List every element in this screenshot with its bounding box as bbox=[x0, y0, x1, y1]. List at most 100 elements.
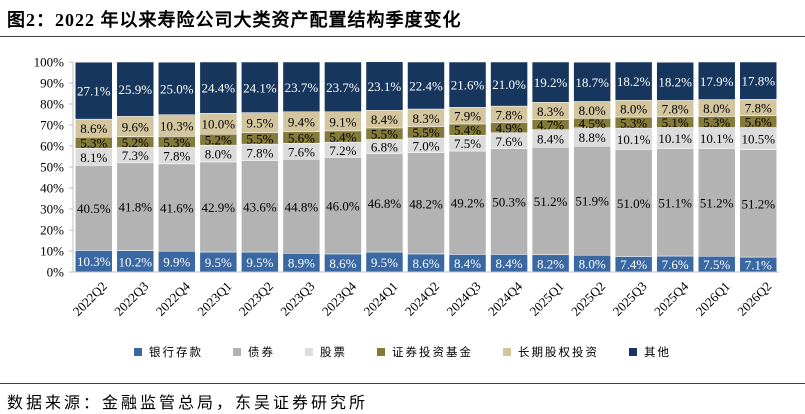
data-label-bonds: 51.9% bbox=[575, 194, 609, 209]
data-label-securities-funds: 5.3% bbox=[620, 116, 647, 131]
x-tick-label: 2022Q4 bbox=[153, 278, 194, 319]
data-label-bank-deposits: 7.1% bbox=[745, 258, 772, 273]
data-label-bonds: 43.6% bbox=[243, 199, 277, 214]
bar-stack: 10.2% 41.8% 7.3%5.2%9.6% 25.9% bbox=[116, 61, 155, 273]
bar-stack: 9.9% 41.6% 7.8%5.3%10.3% 25.0% bbox=[158, 61, 196, 273]
data-label-long-term-equity: 8.0% bbox=[703, 101, 730, 116]
bar-segment-other bbox=[116, 61, 155, 117]
y-tick-label: 70% bbox=[40, 118, 64, 133]
bar-stack: 7.4% 51.0% 10.1%5.3%8.0% 18.2% bbox=[614, 61, 653, 273]
data-label-bank-deposits: 9.5% bbox=[371, 255, 398, 270]
legend-item-long-term-equity: 长期股权投资 bbox=[503, 344, 599, 360]
data-label-bank-deposits: 8.4% bbox=[496, 256, 523, 271]
y-axis: 0% 10% 20% 30% 40% 50% 60% 70% 80% 90% 100% bbox=[34, 55, 74, 280]
data-label-other: 24.4% bbox=[202, 81, 236, 96]
data-label-bonds: 49.2% bbox=[451, 196, 485, 211]
legend-item-stocks: 股票 bbox=[305, 344, 347, 360]
data-label-stocks: 10.1% bbox=[700, 131, 734, 146]
x-tick-label: 2024Q4 bbox=[485, 278, 526, 319]
bar-segment-other bbox=[739, 61, 777, 100]
data-label-securities-funds: 5.5% bbox=[371, 127, 398, 142]
data-label-other: 27.1% bbox=[77, 84, 111, 99]
data-label-stocks: 7.5% bbox=[454, 136, 481, 151]
legend-swatch bbox=[305, 348, 313, 356]
data-label-other: 23.1% bbox=[368, 79, 402, 94]
legend-swatch bbox=[377, 348, 385, 356]
bar-stack: 8.2% 51.2% 8.4%4.7%8.3% 19.2% bbox=[531, 61, 570, 273]
data-label-bank-deposits: 7.6% bbox=[662, 257, 689, 272]
bar-stack: 7.5% 51.2% 10.1%5.3%8.0% 17.9% bbox=[697, 61, 736, 273]
x-axis: 2022Q2 2022Q3 2022Q4 2023Q1 2023Q2 2023Q3 2023… bbox=[70, 271, 779, 319]
figure-title: 图2：2022 年以来寿险公司大类资产配置结构季度变化 bbox=[7, 10, 462, 30]
legend-label: 证券投资基金 bbox=[392, 347, 473, 359]
data-label-bank-deposits: 10.3% bbox=[77, 254, 111, 269]
bar-segment-bonds bbox=[739, 149, 777, 258]
bar-segment-other bbox=[282, 61, 321, 113]
x-tick-label: 2024Q3 bbox=[443, 279, 483, 319]
data-label-securities-funds: 5.4% bbox=[454, 123, 481, 138]
bar-stack: 8.0%51.9%8.8%4.5%8.0%18.7% bbox=[573, 61, 611, 273]
bar-segment-bonds bbox=[531, 147, 570, 256]
data-label-other: 22.4% bbox=[409, 79, 443, 94]
data-label-other: 24.1% bbox=[243, 80, 277, 95]
legend-item-bank-deposits: 银行存款 bbox=[134, 344, 203, 360]
data-label-securities-funds: 5.5% bbox=[412, 125, 439, 140]
x-tick-label: 2025Q3 bbox=[610, 279, 650, 319]
legend-label: 长期股权投资 bbox=[518, 347, 599, 359]
data-label-securities-funds: 5.2% bbox=[122, 135, 149, 150]
data-label-bonds: 44.8% bbox=[285, 199, 319, 214]
bar-segment-other bbox=[697, 61, 736, 100]
data-label-long-term-equity: 9.5% bbox=[246, 116, 273, 131]
source-note: 数据来源：金融监管总局，东吴证券研究所 bbox=[7, 395, 369, 412]
data-label-bonds: 40.5% bbox=[77, 201, 111, 216]
data-label-long-term-equity: 8.3% bbox=[537, 104, 564, 119]
data-label-stocks: 7.8% bbox=[163, 149, 190, 164]
data-label-stocks: 7.6% bbox=[288, 144, 315, 159]
data-label-stocks: 7.0% bbox=[412, 138, 439, 153]
data-label-stocks: 10.1% bbox=[617, 132, 651, 147]
y-tick-label: 50% bbox=[40, 160, 64, 175]
data-label-other: 19.2% bbox=[534, 75, 568, 90]
data-label-stocks: 7.3% bbox=[122, 148, 149, 163]
legend-swatch bbox=[233, 348, 241, 356]
bar-area: 10.3%40.5%8.1%5.3%8.6%27.1%10.2%41.8%7.3… bbox=[75, 61, 777, 273]
data-label-securities-funds: 5.5% bbox=[246, 131, 273, 146]
data-label-bank-deposits: 8.6% bbox=[329, 256, 356, 271]
legend-label: 其他 bbox=[644, 347, 671, 359]
legend-item-bonds: 债券 bbox=[233, 344, 275, 360]
bar-segment-bonds bbox=[158, 163, 196, 252]
legend-label: 债券 bbox=[248, 347, 275, 359]
y-tick-label: 30% bbox=[40, 202, 64, 217]
bar-segment-bonds bbox=[697, 148, 736, 257]
title-divider bbox=[0, 36, 805, 37]
data-label-bonds: 51.1% bbox=[658, 195, 692, 210]
data-label-securities-funds: 4.7% bbox=[537, 118, 564, 133]
data-label-other: 21.6% bbox=[451, 78, 485, 93]
bar-segment-other bbox=[573, 61, 611, 102]
data-label-other: 18.2% bbox=[658, 74, 692, 89]
bar-stack: 9.5% 46.8% 6.8%5.5%8.4% 23.1% bbox=[365, 61, 404, 273]
data-label-stocks: 8.0% bbox=[205, 147, 232, 162]
data-label-long-term-equity: 10.3% bbox=[160, 119, 194, 134]
data-label-long-term-equity: 10.0% bbox=[202, 117, 236, 132]
data-label-securities-funds: 5.1% bbox=[662, 115, 689, 130]
bar-segment-other bbox=[490, 61, 528, 107]
bar-stack: 9.5%43.6%7.8%5.5%9.5%24.1% bbox=[241, 61, 279, 273]
data-label-securities-funds: 4.9% bbox=[496, 121, 523, 136]
bar-stack: 8.6% 46.0% 7.2%5.4%9.1% 23.7% bbox=[324, 61, 362, 273]
data-label-bank-deposits: 10.2% bbox=[118, 254, 152, 269]
data-label-securities-funds: 5.4% bbox=[329, 130, 356, 145]
x-tick-label: 2024Q1 bbox=[360, 279, 400, 319]
x-tick-label: 2023Q1 bbox=[194, 279, 234, 319]
data-label-other: 18.7% bbox=[575, 75, 609, 90]
bar-stack: 10.3% 40.5% 8.1%5.3%8.6% 27.1% bbox=[75, 61, 113, 273]
data-label-bonds: 51.2% bbox=[700, 195, 734, 210]
data-label-bank-deposits: 7.4% bbox=[620, 257, 647, 272]
x-tick-label: 2025Q2 bbox=[568, 279, 608, 319]
x-tick-label: 2022Q3 bbox=[111, 279, 151, 319]
data-label-stocks: 10.5% bbox=[741, 132, 775, 147]
data-label-long-term-equity: 9.1% bbox=[329, 114, 356, 129]
data-label-bank-deposits: 8.2% bbox=[537, 256, 564, 271]
data-label-bonds: 41.8% bbox=[118, 200, 152, 215]
bar-segment-other bbox=[75, 61, 113, 120]
